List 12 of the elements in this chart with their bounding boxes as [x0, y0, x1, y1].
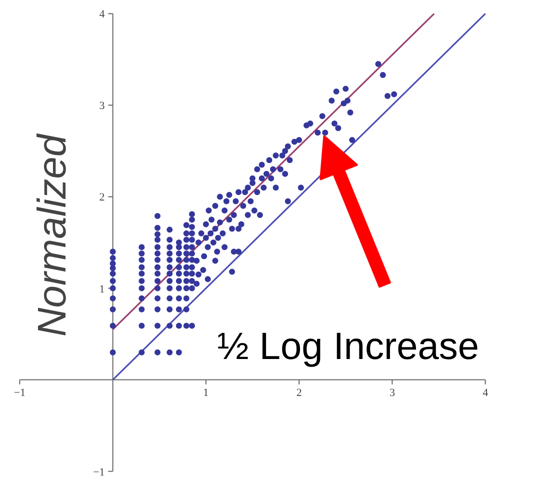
- y-tick-label: 4: [99, 8, 106, 21]
- y-tick-label: −1: [93, 466, 105, 478]
- x-tick-label: 3: [389, 386, 396, 399]
- x-tick-label: 4: [482, 386, 489, 399]
- x-tick-label: −1: [14, 386, 26, 399]
- y-axis-title: Normalized: [30, 132, 74, 337]
- y-tick-label: 3: [99, 100, 106, 112]
- annotation: ½ Log Increase: [217, 326, 480, 368]
- y-tick-label: 2: [99, 192, 105, 204]
- x-tick-label: 1: [203, 386, 209, 399]
- x-tick-label: 2: [296, 386, 302, 399]
- y-tick-label: 1: [99, 283, 105, 296]
